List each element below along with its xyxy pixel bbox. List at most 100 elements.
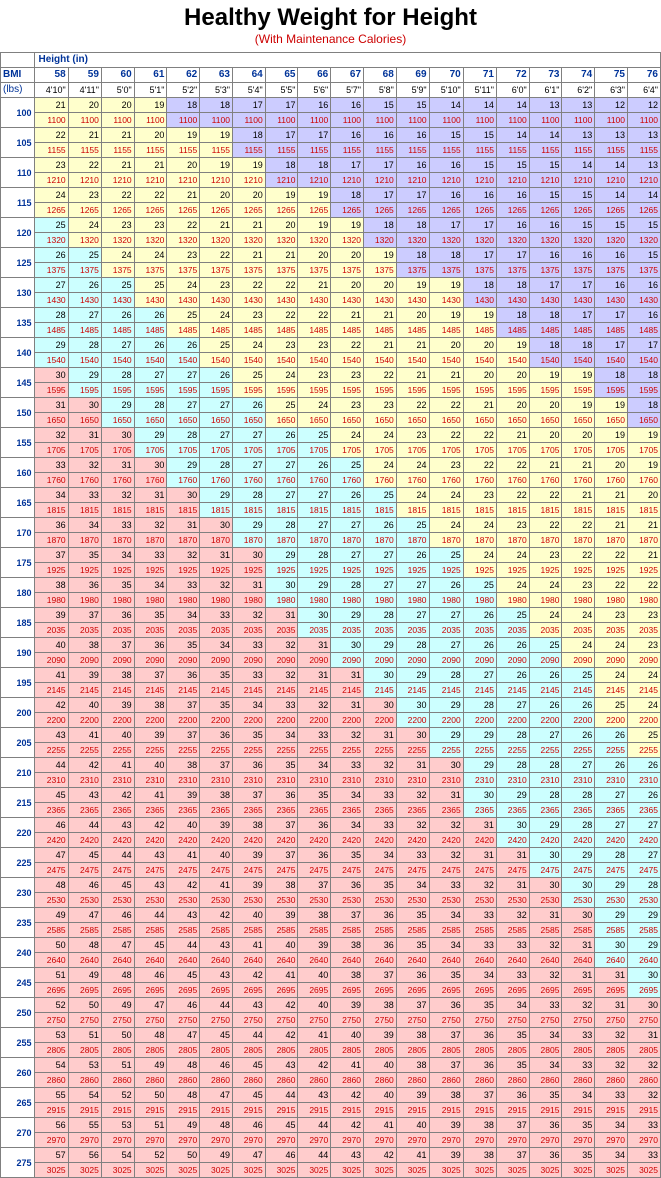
- bmi-cell: 55: [68, 1118, 101, 1133]
- calorie-cell: 2420: [529, 833, 562, 848]
- calorie-cell: 2860: [68, 1073, 101, 1088]
- bmi-cell: 27: [232, 458, 265, 473]
- calorie-cell: 2585: [396, 923, 429, 938]
- bmi-cell: 25: [101, 278, 134, 293]
- bmi-cell: 22: [68, 158, 101, 173]
- calorie-cell: 1595: [34, 383, 68, 398]
- calorie-cell: 1155: [396, 143, 429, 158]
- bmi-cell: 24: [298, 398, 331, 413]
- calorie-cell: 1870: [396, 533, 429, 548]
- bmi-cell: 19: [529, 368, 562, 383]
- bmi-cell: 42: [134, 818, 167, 833]
- calorie-cell: 2640: [562, 953, 595, 968]
- calorie-cell: 1815: [265, 503, 298, 518]
- calorie-cell: 1485: [232, 323, 265, 338]
- bmi-cell: 28: [628, 878, 661, 893]
- calorie-cell: 1210: [429, 173, 463, 188]
- bmi-cell: 33: [463, 938, 496, 953]
- calorie-cell: 1430: [595, 293, 628, 308]
- calorie-cell: 2860: [101, 1073, 134, 1088]
- bmi-cell: 18: [628, 398, 661, 413]
- calorie-cell: 1650: [595, 413, 628, 428]
- bmi-cell: 30: [628, 968, 661, 983]
- calorie-cell: 1485: [298, 323, 331, 338]
- calorie-cell: 1925: [429, 563, 463, 578]
- calorie-cell: 1320: [529, 233, 562, 248]
- bmi-cell: 31: [364, 728, 397, 743]
- bmi-cell: 33: [529, 998, 562, 1013]
- bmi-cell: 46: [167, 998, 200, 1013]
- calorie-cell: 2475: [396, 863, 429, 878]
- bmi-cell: 24: [496, 548, 529, 563]
- bmi-cell: 27: [101, 338, 134, 353]
- calorie-cell: 1155: [628, 143, 661, 158]
- calorie-cell: 1925: [529, 563, 562, 578]
- calorie-cell: 1210: [463, 173, 496, 188]
- calorie-cell: 1870: [331, 533, 364, 548]
- bmi-cell: 24: [429, 488, 463, 503]
- calorie-cell: 2805: [101, 1043, 134, 1058]
- bmi-cell: 23: [529, 548, 562, 563]
- bmi-cell: 20: [68, 98, 101, 113]
- bmi-cell: 40: [396, 1118, 429, 1133]
- weight-value: 230: [1, 878, 35, 908]
- calorie-cell: 1815: [463, 503, 496, 518]
- bmi-cell: 29: [134, 428, 167, 443]
- calorie-cell: 2860: [331, 1073, 364, 1088]
- calorie-cell: 1540: [396, 353, 429, 368]
- weight-value: 235: [1, 908, 35, 938]
- bmi-cell: 28: [364, 608, 397, 623]
- calorie-cell: 1485: [396, 323, 429, 338]
- calorie-cell: 2365: [68, 803, 101, 818]
- bmi-cell: 50: [101, 1028, 134, 1043]
- calorie-cell: 2145: [134, 683, 167, 698]
- bmi-cell: 26: [595, 758, 628, 773]
- calorie-cell: 2255: [68, 743, 101, 758]
- calorie-cell: 2695: [101, 983, 134, 998]
- bmi-cell: 29: [298, 578, 331, 593]
- bmi-cell: 32: [134, 518, 167, 533]
- bmi-cell: 13: [628, 158, 661, 173]
- calorie-cell: 1155: [364, 143, 397, 158]
- bmi-cell: 36: [463, 1028, 496, 1043]
- bmi-cell: 16: [562, 248, 595, 263]
- bmi-cell: 20: [463, 368, 496, 383]
- bmi-cell: 19: [200, 158, 233, 173]
- calorie-cell: 1870: [463, 533, 496, 548]
- calorie-cell: 2915: [167, 1103, 200, 1118]
- calorie-cell: 1540: [134, 353, 167, 368]
- bmi-cell: 40: [364, 1088, 397, 1103]
- calorie-cell: 1705: [396, 443, 429, 458]
- bmi-cell: 38: [134, 698, 167, 713]
- calorie-cell: 2145: [628, 683, 661, 698]
- calorie-cell: 1925: [364, 563, 397, 578]
- calorie-cell: 2475: [496, 863, 529, 878]
- calorie-cell: 2475: [68, 863, 101, 878]
- bmi-cell: 36: [529, 1148, 562, 1163]
- bmi-cell: 14: [496, 98, 529, 113]
- bmi-cell: 38: [101, 668, 134, 683]
- bmi-cell: 16: [628, 278, 661, 293]
- calorie-cell: 2860: [628, 1073, 661, 1088]
- calorie-cell: 1430: [529, 293, 562, 308]
- calorie-cell: 1430: [265, 293, 298, 308]
- bmi-cell: 41: [134, 788, 167, 803]
- bmi-cell: 34: [429, 908, 463, 923]
- calorie-cell: 2090: [265, 653, 298, 668]
- bmi-cell: 38: [396, 1058, 429, 1073]
- bmi-cell: 26: [463, 638, 496, 653]
- bmi-cell: 17: [562, 308, 595, 323]
- bmi-cell: 23: [496, 518, 529, 533]
- bmi-cell: 56: [34, 1118, 68, 1133]
- bmi-cell: 42: [167, 878, 200, 893]
- bmi-cell: 24: [529, 608, 562, 623]
- bmi-cell: 28: [562, 818, 595, 833]
- weight-value: 180: [1, 578, 35, 608]
- bmi-cell: 34: [595, 1118, 628, 1133]
- calorie-cell: 2035: [396, 623, 429, 638]
- calorie-cell: 2585: [200, 923, 233, 938]
- bmi-cell: 39: [68, 668, 101, 683]
- weight-value: 100: [1, 98, 35, 128]
- bmi-cell: 48: [200, 1118, 233, 1133]
- calorie-cell: 2310: [496, 773, 529, 788]
